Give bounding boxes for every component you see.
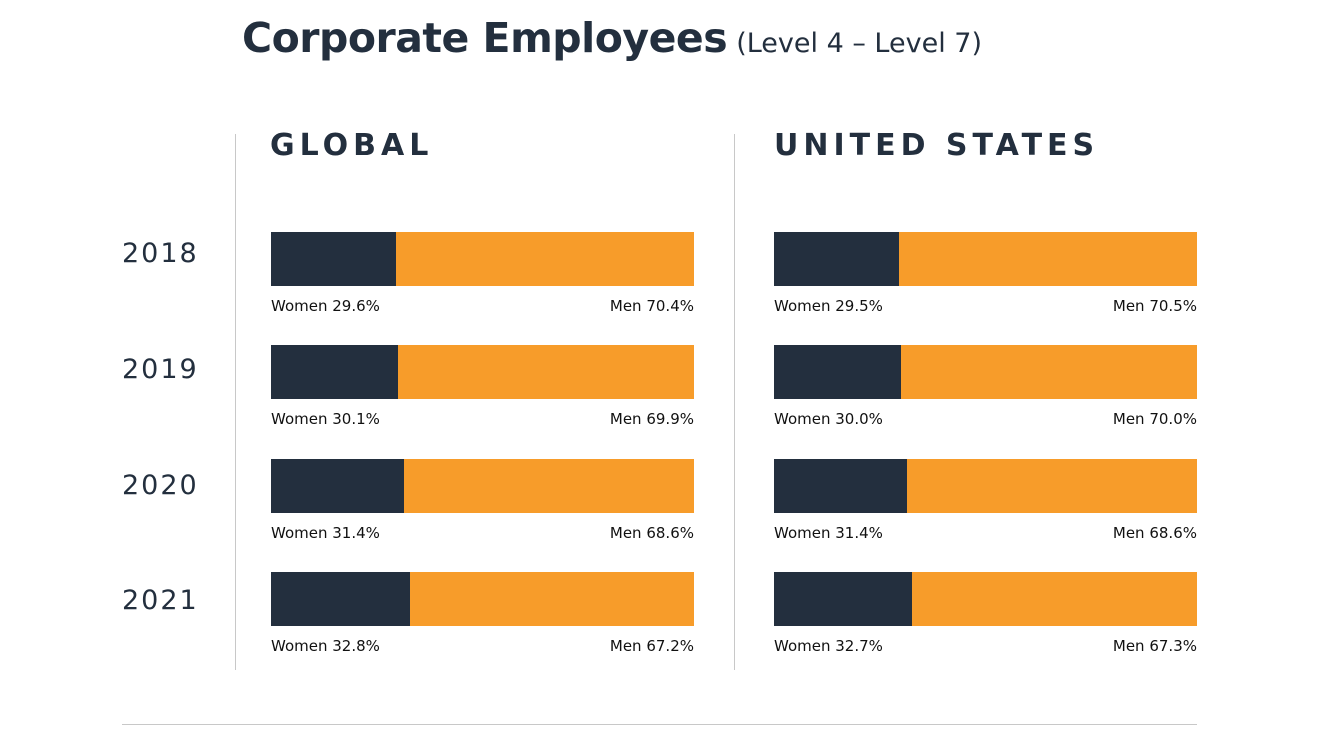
label-women-global-2020: Women 31.4%	[271, 524, 380, 542]
bar-segment-women-global-2019	[271, 345, 399, 399]
bar-united-states-2021	[774, 572, 1197, 626]
label-men-united-states-2021: Men 67.3%	[1112, 637, 1197, 655]
label-men-united-states-2018: Men 70.5%	[1112, 297, 1197, 315]
year-label-2020: 2020	[122, 470, 199, 501]
year-label-2018: 2018	[122, 238, 199, 269]
bar-united-states-2018	[774, 232, 1197, 286]
label-men-global-2019: Men 69.9%	[609, 410, 694, 428]
panel-title-global: GLOBAL	[270, 128, 434, 163]
label-women-global-2018: Women 29.6%	[271, 297, 380, 315]
bar-global-2018	[271, 232, 694, 286]
label-men-united-states-2020: Men 68.6%	[1112, 524, 1197, 542]
label-women-united-states-2021: Women 32.7%	[774, 637, 883, 655]
chart-title: Corporate Employees (Level 4 – Level 7)	[242, 14, 982, 62]
bar-segment-women-united-states-2020	[774, 459, 907, 513]
label-women-united-states-2018: Women 29.5%	[774, 297, 883, 315]
bar-global-2019	[271, 345, 694, 399]
title-sub: (Level 4 – Level 7)	[736, 28, 982, 59]
bar-global-2020	[271, 459, 694, 513]
year-label-2021: 2021	[122, 585, 199, 616]
divider-bottom	[122, 724, 1197, 725]
label-men-global-2021: Men 67.2%	[609, 637, 694, 655]
divider-middle	[734, 134, 735, 670]
bar-segment-women-global-2021	[271, 572, 410, 626]
label-women-global-2019: Women 30.1%	[271, 410, 380, 428]
label-men-global-2020: Men 68.6%	[609, 524, 694, 542]
year-label-2019: 2019	[122, 354, 199, 385]
label-men-united-states-2019: Men 70.0%	[1112, 410, 1197, 428]
bar-segment-women-united-states-2021	[774, 572, 913, 626]
bar-global-2021	[271, 572, 694, 626]
bar-segment-women-global-2018	[271, 232, 397, 286]
bar-segment-women-united-states-2019	[774, 345, 901, 399]
label-women-united-states-2020: Women 31.4%	[774, 524, 883, 542]
bar-united-states-2020	[774, 459, 1197, 513]
divider-left	[235, 134, 236, 670]
title-main: Corporate Employees	[242, 14, 728, 62]
bar-segment-women-global-2020	[271, 459, 404, 513]
bar-united-states-2019	[774, 345, 1197, 399]
bar-segment-women-united-states-2018	[774, 232, 899, 286]
label-women-united-states-2019: Women 30.0%	[774, 410, 883, 428]
panel-title-united-states: UNITED STATES	[774, 128, 1100, 163]
label-women-global-2021: Women 32.8%	[271, 637, 380, 655]
label-men-global-2018: Men 70.4%	[609, 297, 694, 315]
